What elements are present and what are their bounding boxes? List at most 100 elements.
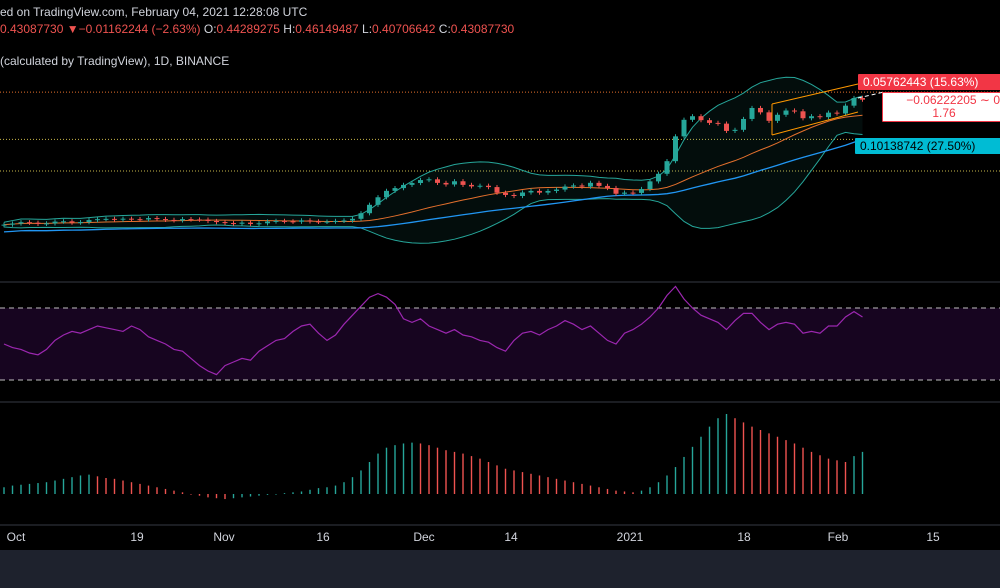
histogram-bar [402,443,405,494]
histogram-bar [844,462,847,494]
candle-body [375,197,381,205]
histogram-bar [275,494,277,495]
price-tag-cyan: 0.10138742 (27.50%) [855,138,1000,154]
candle-body [707,120,712,123]
candle-body [724,123,729,131]
candle-body [843,105,848,114]
candle-body [486,185,491,188]
histogram-bar [615,490,617,494]
histogram-bar [326,487,328,494]
histogram-bar [853,456,855,494]
histogram-bar [504,468,507,494]
histogram-bar [691,446,694,494]
histogram-bar [190,494,192,495]
candle-body [290,221,296,223]
x-tick-label: Dec [413,530,435,544]
candle-body [248,222,253,225]
candle-body [52,221,58,224]
candle-body [197,219,202,221]
candle-body [503,192,508,195]
histogram-bar [3,487,5,494]
candle-body [333,220,338,222]
candle-body [494,187,500,193]
candle-body [579,185,585,187]
candle-body [477,185,483,187]
candle-body [1,224,7,226]
histogram-bar [555,478,558,494]
histogram-bar [317,488,320,494]
candle-body [698,116,704,121]
histogram-bar [861,451,864,494]
candle-body [409,183,415,185]
candle-body [817,116,823,118]
histogram-bar [300,491,303,494]
candle-body [511,194,517,196]
histogram-bar [96,476,99,494]
candle-body [664,161,670,174]
histogram-bar [292,492,294,494]
candle-body [120,218,126,220]
projection-line [857,91,885,99]
histogram-bar [598,487,600,494]
candle-body [239,222,245,224]
x-tick-label: 2021 [616,530,644,544]
histogram-bar [734,418,736,494]
histogram-bar [139,483,141,494]
histogram-bar [453,451,456,494]
last-price: 0.43087730 [0,22,64,36]
candle-body [418,180,423,184]
candle-body [435,179,440,183]
x-tick-label: Nov [213,530,235,544]
candle-body [154,218,160,220]
histogram-bar [207,494,209,498]
x-tick-label: 18 [737,530,751,544]
histogram-bar [130,482,133,494]
candle-body [316,221,321,223]
histogram-bar [54,480,56,494]
histogram-bar [334,485,337,494]
candle-body [44,223,49,225]
histogram-bar [156,487,158,494]
histogram-bar [700,436,702,494]
histogram-bar [377,453,379,494]
histogram-bar [249,494,252,497]
candle-body [571,185,576,187]
candle-body [180,219,185,221]
candle-body [299,220,304,222]
histogram-bar [198,494,201,496]
histogram-bar [674,467,677,494]
candle-body [639,189,644,193]
candle-body [554,189,559,191]
candle-body [324,221,330,223]
candle-body [231,223,236,225]
open-label: O: [203,22,217,36]
histogram-bar [581,483,583,494]
candle-body [282,220,287,222]
candle-body [163,219,168,221]
histogram-bar [470,456,473,494]
candle-body [647,181,653,190]
candle-body [426,179,432,181]
candle-body [69,221,75,223]
candle-body [520,192,525,196]
candle-body [851,98,857,106]
candle-body [460,181,466,185]
candle-body [137,219,143,221]
histogram-bar [768,433,770,494]
histogram-bar [105,478,107,494]
candle-body [103,218,109,220]
measure-tag-line2: 1.76 [932,106,956,120]
histogram-bar [45,482,48,494]
histogram-bar [411,442,413,494]
candle-body [341,220,347,222]
candle-body [656,173,661,182]
histogram-bar [649,487,651,494]
candle-body [35,222,41,224]
candle-body [766,112,772,121]
histogram-bar [266,494,269,495]
histogram-bar [606,488,609,494]
histogram-bar [572,482,575,494]
histogram-bar [793,443,796,494]
candle-body [545,190,551,193]
